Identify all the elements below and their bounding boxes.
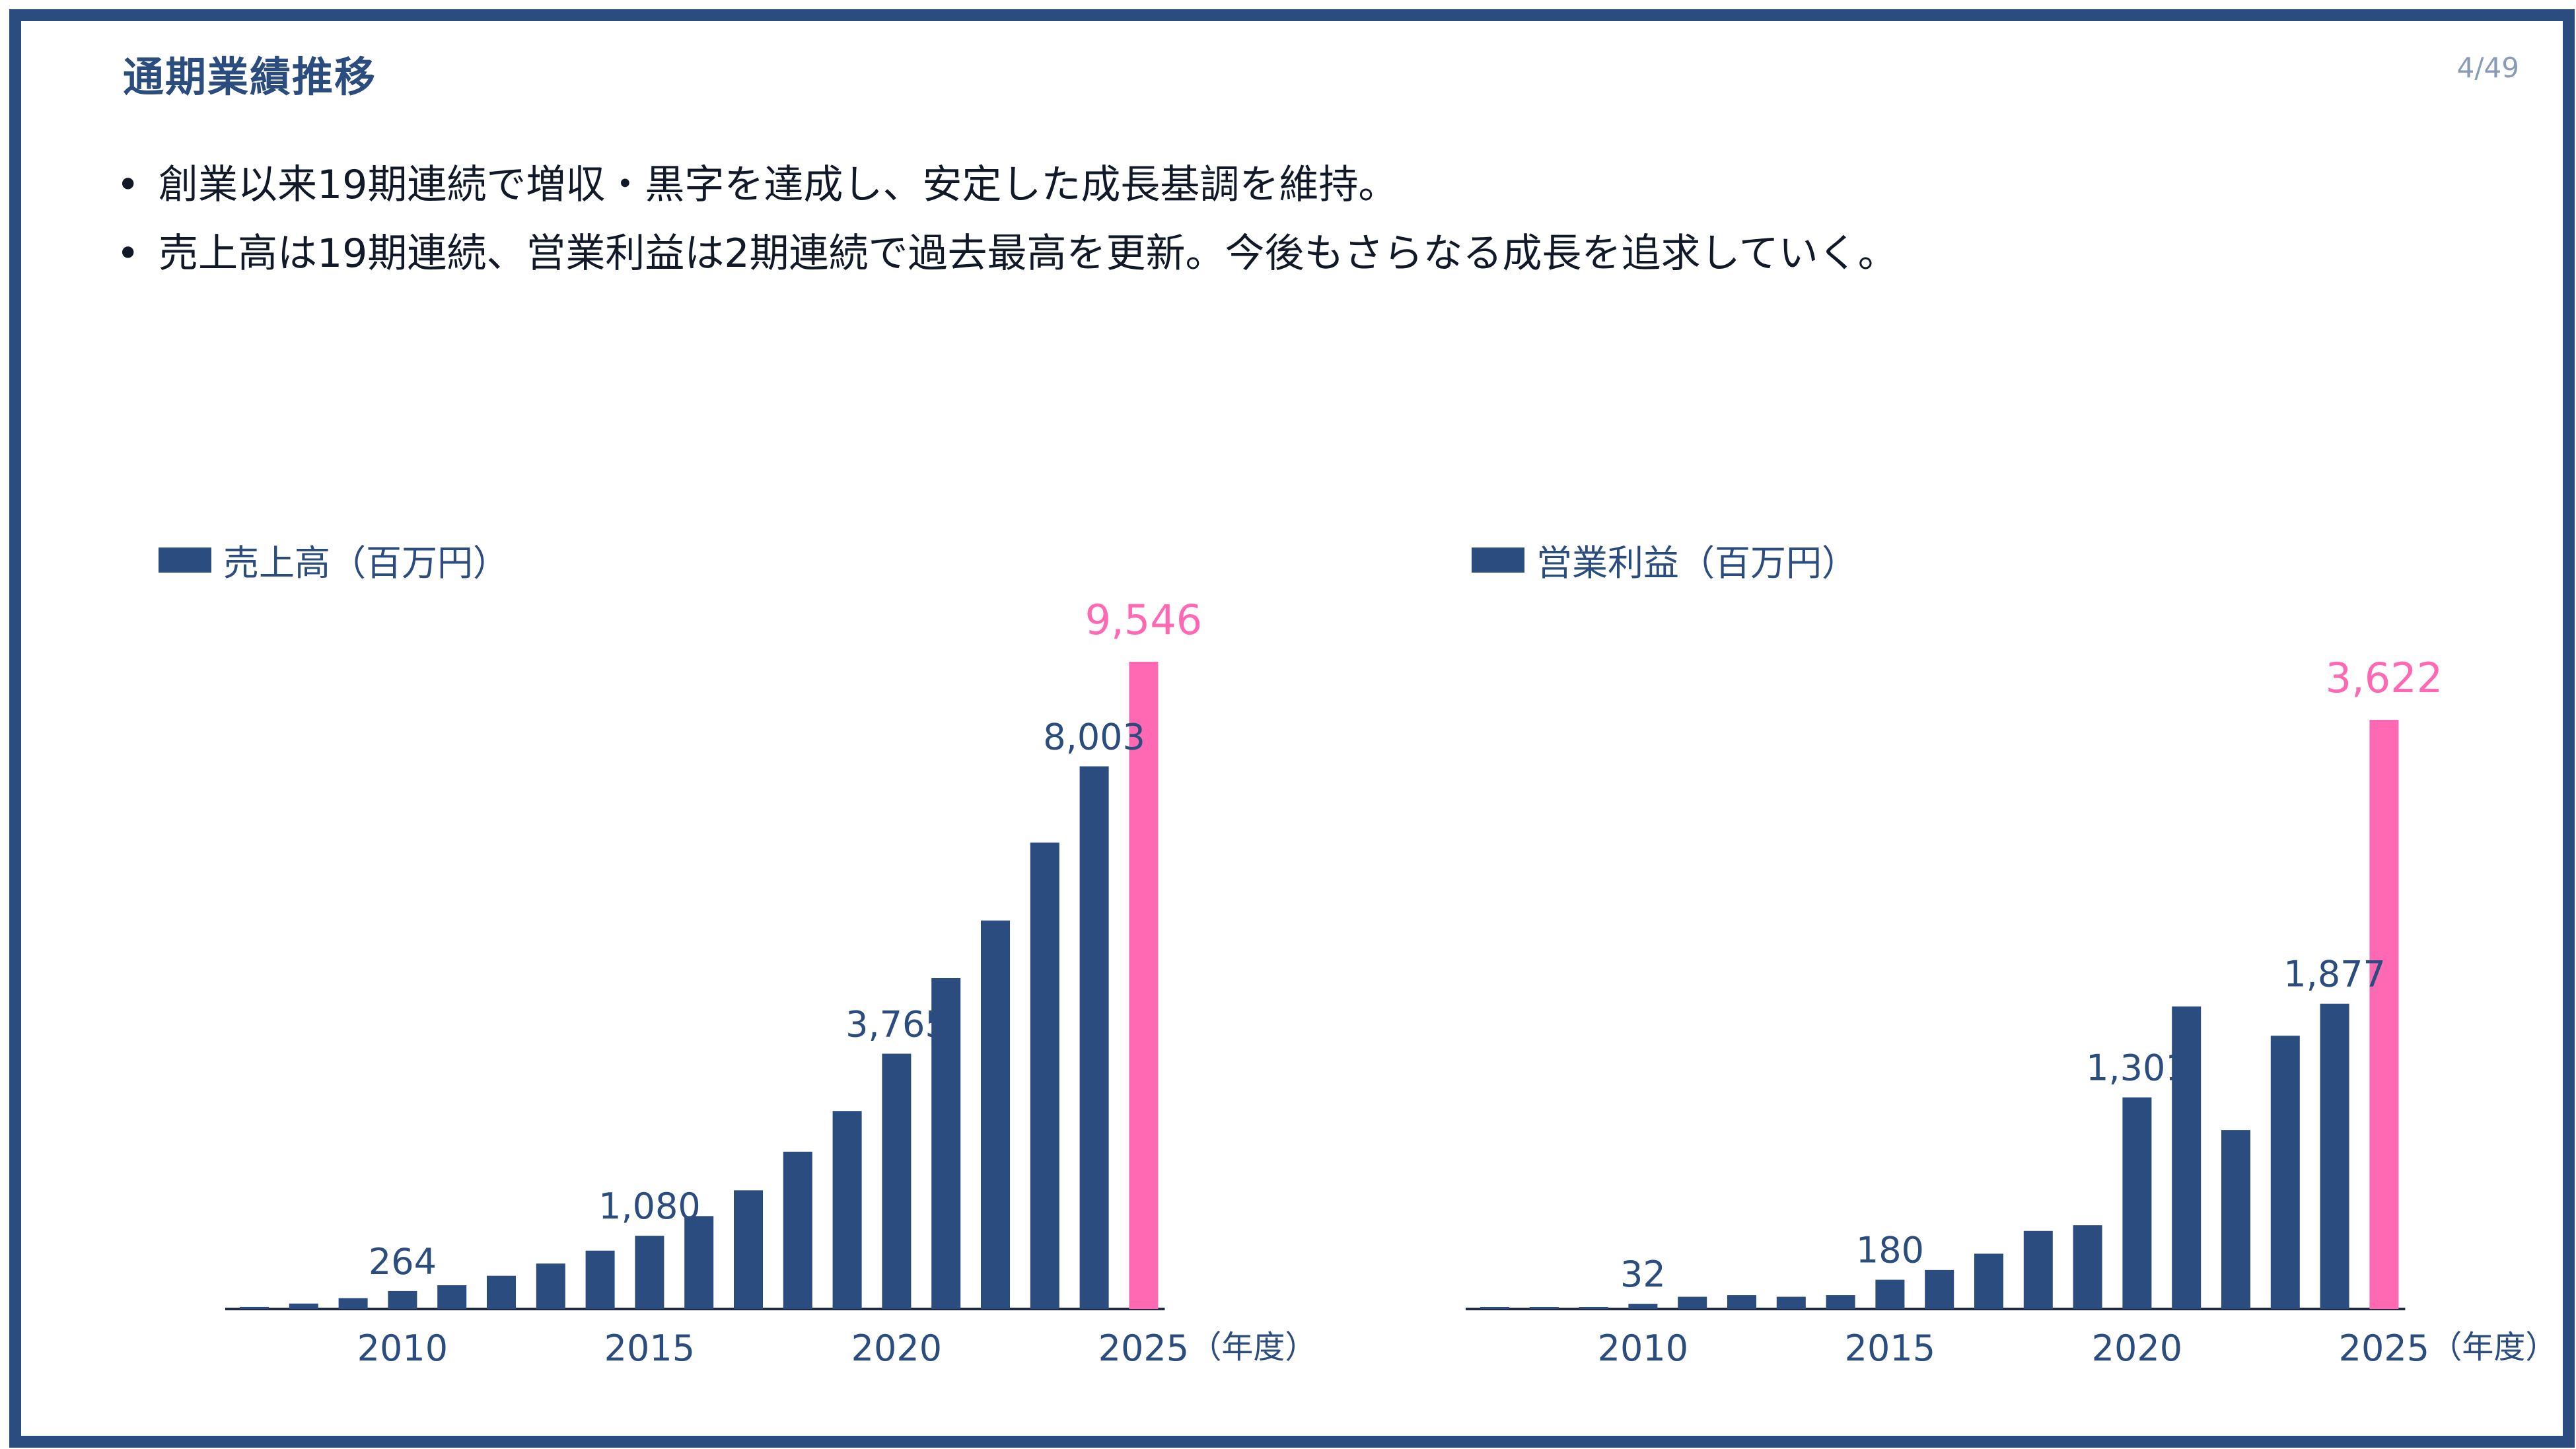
bar-2008 (289, 1303, 318, 1309)
page-number: 4/49 (2456, 52, 2519, 84)
bar-2017 (1974, 1254, 2003, 1309)
x-tick-label-2020: 2020 (2092, 1327, 2182, 1369)
data-label-2024: 1,877 (2283, 954, 2386, 995)
bar-2015 (1875, 1279, 1905, 1309)
x-tick-label-2025: 2025 (2339, 1327, 2429, 1369)
legend-swatch (1472, 547, 1524, 573)
bar-2021 (2172, 1006, 2201, 1309)
bar-2009 (1579, 1307, 1608, 1309)
x-tick-label-2015: 2015 (604, 1327, 695, 1369)
bullet-list: • 創業以来19期連続で増収・黒字を達成し、安定した成長基調を維持。 • 売上高は1… (116, 151, 1898, 288)
bar-2019 (2073, 1225, 2102, 1309)
bar-2011 (1678, 1296, 1707, 1309)
bar-2010 (388, 1290, 417, 1309)
bar-2013 (1776, 1296, 1806, 1309)
x-tick-label-2020: 2020 (851, 1327, 942, 1369)
legend-operating-profit: 営業利益（百万円） (1472, 534, 1857, 586)
bar-2022 (981, 920, 1010, 1309)
bar-2007 (1480, 1307, 1509, 1309)
bar-2023 (2270, 1036, 2300, 1309)
bar-2022 (2221, 1130, 2250, 1309)
legend-label: 売上高（百万円） (223, 542, 509, 584)
bar-2016 (684, 1216, 714, 1309)
bar-2024 (2320, 1003, 2349, 1309)
bar-2018 (783, 1151, 812, 1309)
bullet-item: • 売上高は19期連続、営業利益は2期連続で過去最高を更新。今後もさらなる成長を追… (116, 219, 1898, 288)
data-label-2020: 3,765 (845, 1003, 948, 1045)
x-axis-unit-label: （年度） (2430, 1329, 2557, 1366)
bar-2015 (635, 1236, 664, 1309)
bar-2011 (437, 1285, 467, 1309)
bar-2023 (1030, 842, 1059, 1309)
bullet-dot-icon: • (116, 230, 140, 277)
x-axis-unit-label: （年度） (1190, 1329, 1316, 1366)
data-label-2015: 180 (1856, 1230, 1924, 1271)
bar-2013 (536, 1263, 565, 1309)
bar-2025 (1129, 662, 1159, 1309)
bar-2009 (338, 1298, 368, 1309)
data-label-2015: 1,080 (598, 1185, 701, 1227)
bar-2010 (1628, 1304, 1658, 1309)
bar-2014 (585, 1250, 615, 1309)
x-tick-label-2010: 2010 (1598, 1327, 1688, 1369)
bar-2012 (1727, 1295, 1756, 1309)
data-label-2025: 9,546 (1085, 596, 1203, 644)
bullet-item: • 創業以来19期連続で増収・黒字を達成し、安定した成長基調を維持。 (116, 151, 1898, 219)
bar-2008 (1529, 1307, 1559, 1309)
bar-2024 (1079, 766, 1109, 1309)
bar-2019 (832, 1111, 862, 1309)
legend-swatch (159, 547, 211, 573)
bar-2017 (734, 1190, 763, 1309)
bar-2021 (931, 978, 961, 1309)
x-tick-label-2025: 2025 (1098, 1327, 1189, 1369)
slide-frame (9, 9, 2575, 1448)
bar-2020 (882, 1053, 912, 1309)
data-label-2010: 32 (1620, 1254, 1666, 1295)
bar-2012 (487, 1275, 516, 1309)
data-label-2024: 8,003 (1043, 716, 1145, 758)
bullet-text: 売上高は19期連続、営業利益は2期連続で過去最高を更新。今後もさらなる成長を追求… (159, 230, 1898, 277)
legend-label: 営業利益（百万円） (1536, 542, 1857, 584)
bar-2025 (2369, 720, 2399, 1309)
bar-2014 (1826, 1295, 1855, 1309)
legend-sales: 売上高（百万円） (159, 534, 509, 586)
page-title: 通期業績推移 (123, 53, 377, 101)
bar-2007 (240, 1306, 269, 1309)
bar-2018 (2023, 1230, 2053, 1309)
data-label-2010: 264 (369, 1241, 437, 1283)
bullet-text: 創業以来19期連続で増収・黒字を達成し、安定した成長基調を維持。 (159, 162, 1398, 208)
bar-2016 (1925, 1269, 1954, 1309)
bar-2020 (2122, 1097, 2152, 1309)
x-tick-label-2010: 2010 (357, 1327, 448, 1369)
x-tick-label-2015: 2015 (1845, 1327, 1935, 1369)
data-label-2020: 1,301 (2086, 1047, 2188, 1089)
bullet-dot-icon: • (116, 162, 140, 208)
data-label-2025: 3,622 (2326, 654, 2443, 702)
